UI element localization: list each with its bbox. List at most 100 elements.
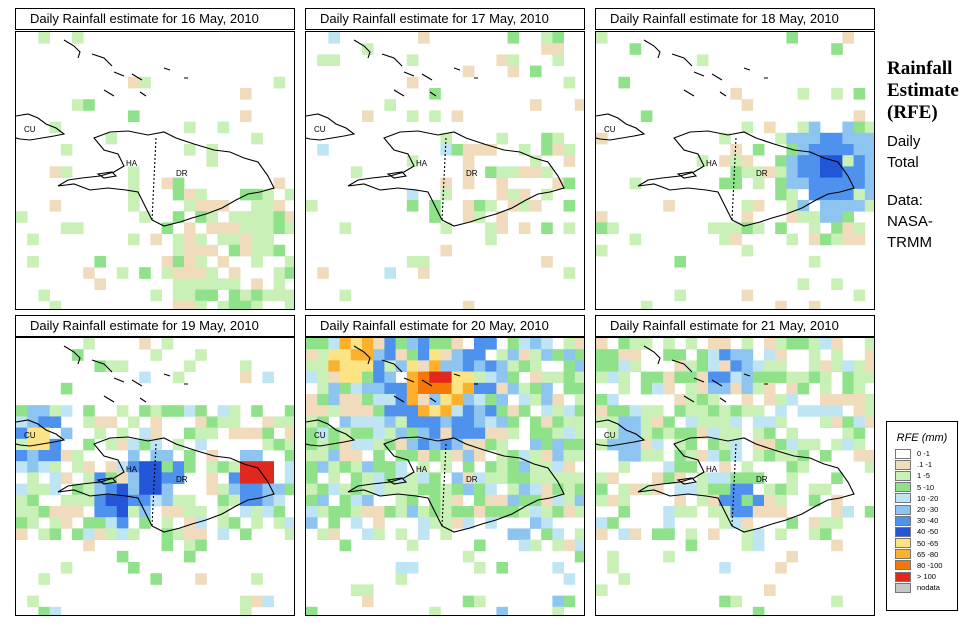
rainfall-cell	[853, 200, 866, 212]
rainfall-cell	[406, 155, 419, 167]
rainfall-cell	[172, 278, 185, 290]
rainfall-cell	[831, 278, 843, 290]
rainfall-cell	[418, 472, 430, 484]
rainfall-cell	[139, 427, 151, 440]
rainfall-cell	[328, 349, 340, 361]
rainfall-cell	[184, 256, 196, 268]
rainfall-cell	[240, 606, 252, 615]
rainfall-cell	[429, 606, 441, 615]
rainfall-cell	[530, 438, 542, 451]
rainfall-cell	[339, 539, 352, 552]
rainfall-cell	[530, 416, 542, 428]
rainfall-cell	[552, 54, 564, 66]
rainfall-cell	[16, 517, 28, 529]
rainfall-cell	[161, 222, 174, 234]
rainfall-cell	[741, 166, 754, 178]
rainfall-cell	[362, 427, 374, 440]
rainfall-cell	[820, 405, 832, 417]
rainfall-cell	[752, 416, 765, 428]
rainfall-cell	[797, 278, 810, 290]
rainfall-cell	[83, 483, 95, 496]
rainfall-cell	[60, 427, 73, 440]
rainfall-cell	[228, 289, 241, 302]
rainfall-cell	[350, 416, 363, 428]
rainfall-cell	[652, 405, 664, 417]
rainfall-cell	[83, 416, 95, 428]
rainfall-cell	[719, 562, 731, 574]
rainfall-cell	[685, 360, 698, 372]
rainfall-cell	[273, 517, 286, 529]
rainfall-cell	[306, 461, 318, 473]
rainfall-cell	[629, 483, 642, 496]
rainfall-cell	[206, 483, 218, 496]
rainfall-cell	[217, 528, 230, 540]
rainfall-cell	[741, 371, 754, 384]
rainfall-cell	[38, 438, 50, 451]
rainfall-cell	[240, 461, 252, 473]
rainfall-cell	[797, 338, 810, 350]
rainfall-cell	[406, 483, 419, 496]
rainfall-cell	[49, 472, 62, 484]
rainfall-cell	[262, 427, 274, 440]
rainfall-cell	[172, 371, 185, 384]
rainfall-cell	[674, 438, 686, 451]
rainfall-cell	[596, 517, 608, 529]
rainfall-cell	[273, 267, 286, 279]
rainfall-cell	[462, 483, 475, 496]
rainfall-cell	[195, 539, 207, 552]
bahamas-coast	[63, 345, 147, 403]
rainfall-cell	[820, 177, 832, 190]
rainfall-cell	[485, 200, 497, 212]
rainfall-cell	[116, 461, 129, 473]
rainfall-cell	[195, 405, 207, 417]
border-line	[731, 137, 737, 221]
rainfall-cell	[350, 394, 363, 406]
rainfall-map: CU HA DR	[595, 31, 875, 310]
rainfall-cell	[72, 32, 84, 44]
rainfall-cell	[629, 528, 642, 540]
rainfall-cell	[206, 416, 218, 428]
rainfall-cell	[406, 539, 419, 552]
rainfall-cell	[752, 166, 765, 178]
rainfall-cell	[685, 450, 698, 462]
rainfall-cell	[38, 506, 50, 518]
rainfall-cell	[27, 595, 39, 608]
rainfall-cell	[652, 371, 664, 384]
rainfall-cell	[251, 278, 263, 290]
rainfall-cell	[339, 222, 352, 234]
rainfall-cell	[674, 394, 686, 406]
cuba-label: CU	[24, 431, 36, 440]
rainfall-cell	[541, 144, 553, 156]
rainfall-cell	[808, 222, 821, 234]
rainfall-cell	[764, 394, 776, 406]
rainfall-cell	[474, 382, 486, 395]
rainfall-cell	[94, 472, 106, 484]
gonave-coast	[96, 477, 118, 485]
rainfall-cell	[518, 472, 531, 484]
rainfall-cell	[629, 438, 642, 451]
rainfall-cell	[629, 177, 642, 190]
rainfall-cell	[663, 349, 675, 361]
rainfall-cell	[462, 461, 475, 473]
rainfall-cell	[842, 32, 854, 44]
rainfall-cell	[328, 338, 340, 350]
rainfall-cell	[808, 121, 821, 134]
rainfall-map: CU HA DR	[15, 337, 295, 616]
rainfall-cell	[507, 349, 520, 361]
rainfall-cell	[240, 110, 252, 122]
rainfall-cell	[362, 43, 374, 55]
rainfall-cell	[786, 233, 798, 246]
rainfall-cell	[730, 494, 742, 507]
rainfall-cell	[507, 472, 520, 484]
rainfall-cell	[384, 382, 396, 395]
legend-swatch	[895, 549, 911, 560]
rainfall-cell	[552, 132, 564, 145]
rainfall-cell	[195, 573, 207, 585]
rainfall-cell	[339, 338, 352, 350]
rainfall-cell	[685, 539, 698, 552]
rainfall-cell	[775, 166, 787, 178]
rainfall-cell	[730, 483, 742, 496]
rainfall-cell	[663, 200, 675, 212]
rainfall-cell	[228, 427, 241, 440]
rainfall-cell	[663, 550, 675, 563]
